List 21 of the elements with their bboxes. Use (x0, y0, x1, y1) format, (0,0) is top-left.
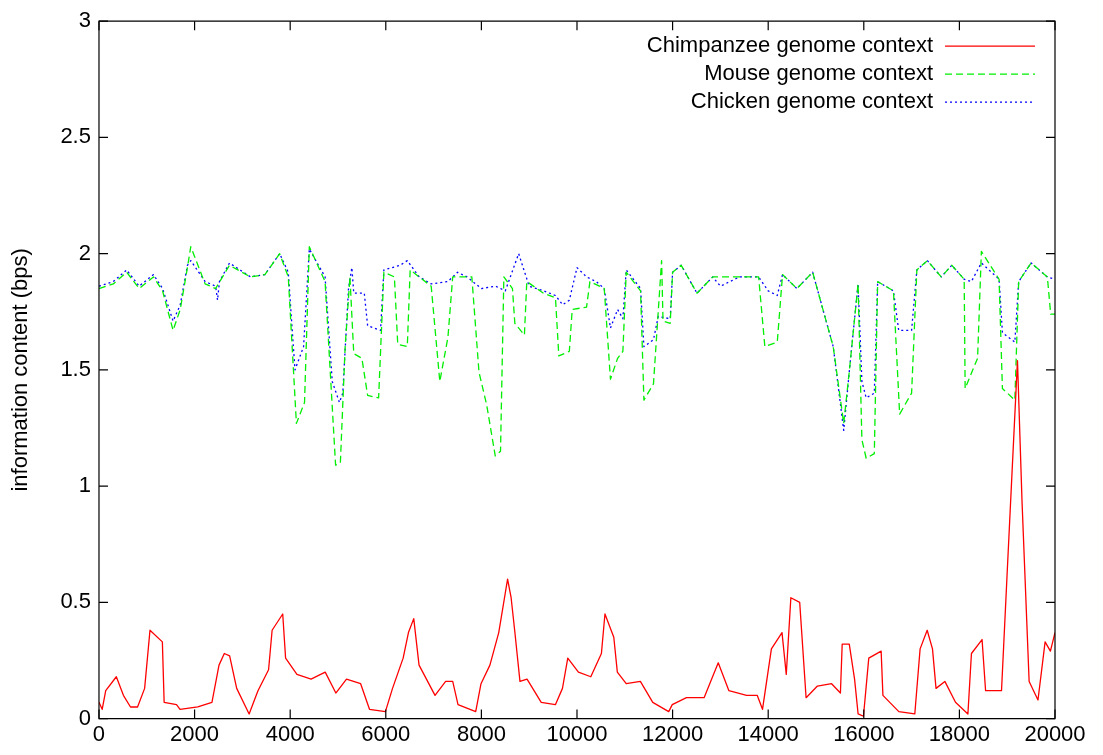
legend-label: Chimpanzee genome context (646, 32, 933, 58)
y-tick-label: 3 (78, 7, 91, 33)
x-tick-label: 6000 (361, 720, 411, 746)
x-tick-label: 8000 (456, 720, 506, 746)
legend-label: Chicken genome context (690, 88, 933, 114)
x-tick-label: 14000 (737, 720, 799, 746)
legend-label: Mouse genome context (704, 60, 933, 86)
y-tick-label: 1.5 (60, 355, 91, 381)
y-axis-title: information content (bps) (7, 248, 33, 492)
y-tick-label: 1 (78, 472, 91, 498)
y-tick-label: 2 (78, 239, 91, 265)
x-tick-label: 18000 (928, 720, 990, 746)
x-tick-label: 2000 (170, 720, 220, 746)
x-tick-label: 20000 (1024, 720, 1086, 746)
y-tick-label: 2.5 (60, 123, 91, 149)
x-tick-label: 4000 (265, 720, 315, 746)
y-tick-label: 0 (78, 704, 91, 730)
x-tick-label: 12000 (642, 720, 704, 746)
y-tick-label: 0.5 (60, 588, 91, 614)
x-tick-label: 16000 (833, 720, 895, 746)
x-tick-label: 10000 (546, 720, 608, 746)
